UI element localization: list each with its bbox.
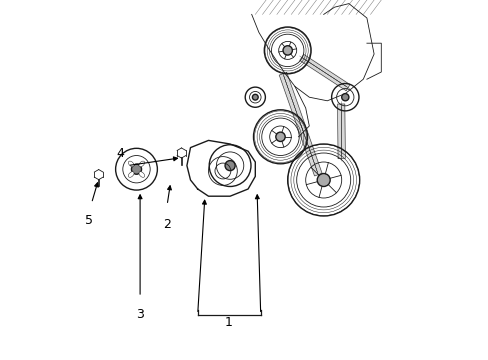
Text: 3: 3: [136, 308, 144, 321]
Circle shape: [224, 161, 235, 171]
Circle shape: [252, 94, 258, 100]
Polygon shape: [337, 104, 345, 158]
Ellipse shape: [139, 172, 144, 177]
Polygon shape: [186, 140, 255, 196]
Text: 5: 5: [85, 214, 93, 227]
Circle shape: [317, 174, 329, 186]
Text: 2: 2: [163, 218, 171, 231]
Ellipse shape: [128, 172, 134, 177]
Polygon shape: [279, 72, 322, 176]
Text: 4: 4: [116, 147, 124, 160]
Circle shape: [341, 94, 348, 101]
Ellipse shape: [139, 161, 144, 167]
Ellipse shape: [128, 161, 134, 167]
Circle shape: [131, 164, 141, 174]
Circle shape: [275, 132, 285, 141]
Text: 1: 1: [224, 316, 232, 329]
Circle shape: [283, 46, 292, 55]
Polygon shape: [299, 54, 349, 91]
